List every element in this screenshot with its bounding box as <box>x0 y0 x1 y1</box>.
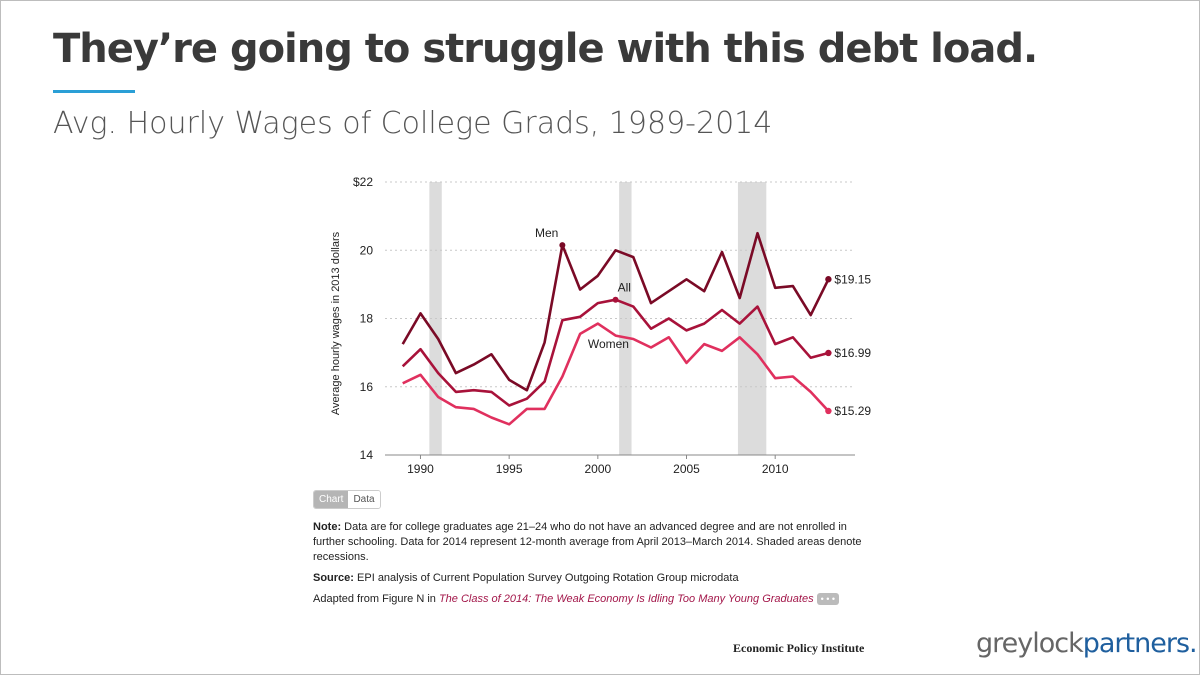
note-text: Data are for college graduates age 21–24… <box>313 521 862 563</box>
chart-notes: Note: Data are for college graduates age… <box>313 520 873 613</box>
source-label: Source: <box>313 572 354 584</box>
y-tick-label: 14 <box>360 448 374 462</box>
series-end-point <box>825 407 832 415</box>
report-link[interactable]: The Class of 2014: The Weak Economy Is I… <box>438 593 814 605</box>
series-end-point <box>825 349 832 357</box>
more-options-button[interactable]: • • • <box>816 593 840 606</box>
annotation-men-point <box>559 242 566 249</box>
brand-logo-part2: partners. <box>1082 628 1198 659</box>
annotation-women: Women <box>588 337 629 351</box>
brand-logo: greylockpartners. <box>976 628 1198 659</box>
y-tick-label: 16 <box>360 380 374 394</box>
series-end-point <box>825 276 832 283</box>
annotation-men: Men <box>535 226 558 240</box>
y-tick-label: $22 <box>353 175 373 189</box>
note-label: Note: <box>313 521 342 533</box>
source-paragraph: Source: EPI analysis of Current Populati… <box>313 571 873 586</box>
x-tick-label: 2000 <box>584 462 611 476</box>
slide-subtitle: Avg. Hourly Wages of College Grads, 1989… <box>53 106 773 141</box>
annotation-all: All <box>618 281 631 295</box>
series-line-women <box>402 322 830 426</box>
chart-data-toggle: Chart Data <box>313 490 381 509</box>
source-text: EPI analysis of Current Population Surve… <box>357 572 739 584</box>
series-line-men <box>401 231 830 392</box>
data-tab[interactable]: Data <box>348 491 380 508</box>
title-accent-rule <box>53 90 135 93</box>
x-tick-label: 1995 <box>496 462 523 476</box>
x-tick-label: 2005 <box>673 462 700 476</box>
adapted-paragraph: Adapted from Figure N in The Class of 20… <box>313 592 873 607</box>
brand-logo-part1: greylock <box>976 628 1084 659</box>
wage-line-chart: 14 16 18 20 $22 1990 1995 2000 2005 2010 Average h… <box>330 175 871 476</box>
y-tick-label: 18 <box>360 312 374 326</box>
publisher-credit: Economic Policy Institute <box>733 641 865 655</box>
series-end-label: $19.15 <box>834 272 871 286</box>
series-end-label: $15.29 <box>834 404 871 418</box>
note-paragraph: Note: Data are for college graduates age… <box>313 520 873 565</box>
x-tick-label: 2010 <box>762 462 789 476</box>
y-tick-label: 20 <box>360 243 374 257</box>
annotation-all-point <box>612 296 619 303</box>
y-axis-label: Average hourly wages in 2013 dollars <box>330 231 342 415</box>
adapted-prefix: Adapted from Figure N in <box>313 593 439 605</box>
series-end-label: $16.99 <box>834 346 871 360</box>
x-tick-label: 1990 <box>407 462 434 476</box>
chart-tab[interactable]: Chart <box>314 491 349 508</box>
slide-title: They’re going to struggle with this debt… <box>53 26 1038 72</box>
